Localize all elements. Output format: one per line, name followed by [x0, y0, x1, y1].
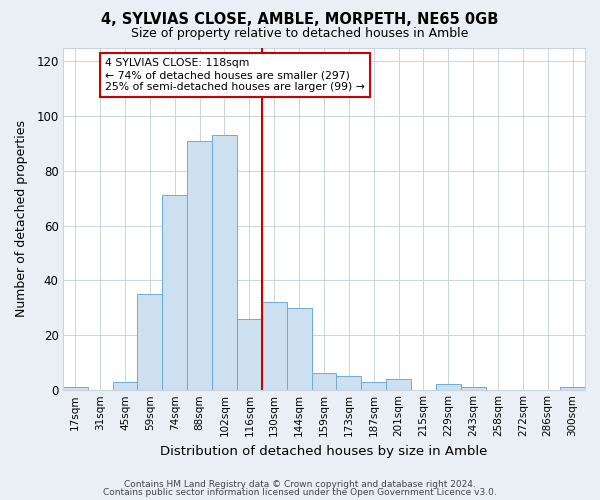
- Bar: [63, 387, 88, 390]
- Bar: [560, 387, 585, 390]
- Bar: [113, 382, 137, 390]
- Y-axis label: Number of detached properties: Number of detached properties: [15, 120, 28, 317]
- Bar: [337, 376, 361, 390]
- Text: Contains public sector information licensed under the Open Government Licence v3: Contains public sector information licen…: [103, 488, 497, 497]
- Bar: [163, 196, 187, 390]
- Bar: [262, 302, 287, 390]
- Bar: [311, 374, 337, 390]
- Bar: [137, 294, 163, 390]
- Text: Size of property relative to detached houses in Amble: Size of property relative to detached ho…: [131, 28, 469, 40]
- Bar: [386, 379, 411, 390]
- Bar: [287, 308, 311, 390]
- Bar: [212, 135, 237, 390]
- X-axis label: Distribution of detached houses by size in Amble: Distribution of detached houses by size …: [160, 444, 488, 458]
- Text: Contains HM Land Registry data © Crown copyright and database right 2024.: Contains HM Land Registry data © Crown c…: [124, 480, 476, 489]
- Bar: [461, 387, 485, 390]
- Bar: [237, 318, 262, 390]
- Text: 4 SYLVIAS CLOSE: 118sqm
← 74% of detached houses are smaller (297)
25% of semi-d: 4 SYLVIAS CLOSE: 118sqm ← 74% of detache…: [105, 58, 365, 92]
- Text: 4, SYLVIAS CLOSE, AMBLE, MORPETH, NE65 0GB: 4, SYLVIAS CLOSE, AMBLE, MORPETH, NE65 0…: [101, 12, 499, 28]
- Bar: [361, 382, 386, 390]
- Bar: [436, 384, 461, 390]
- Bar: [187, 140, 212, 390]
